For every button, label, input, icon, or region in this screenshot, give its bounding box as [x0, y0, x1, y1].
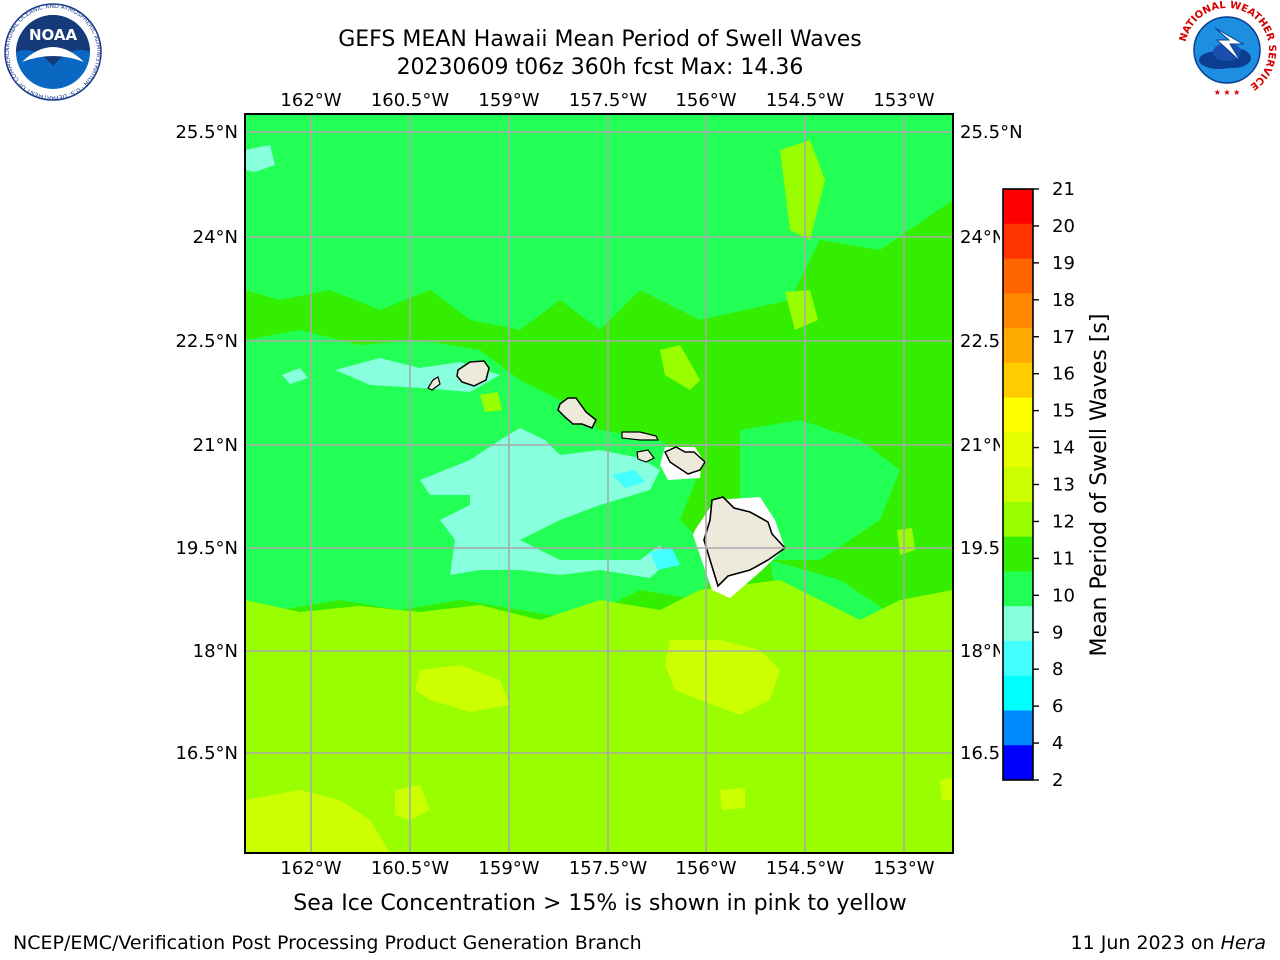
- colorbar-cell: [1003, 745, 1033, 781]
- colorbar-tick-label: 11: [1052, 548, 1075, 569]
- lon-label-top: 157.5°W: [569, 90, 648, 111]
- noaa-logo-text: NOAA: [29, 26, 78, 44]
- island-maui: [663, 446, 706, 475]
- lat-label-left: 24°N: [193, 227, 238, 248]
- lat-label-left: 19.5°N: [175, 538, 238, 559]
- colorbar-tick-label: 14: [1052, 438, 1075, 459]
- island-niihau: [427, 376, 441, 391]
- lon-label-bottom: 153°W: [873, 858, 934, 879]
- map-gridlines: [245, 114, 953, 853]
- lon-label-bottom: 156°W: [675, 858, 736, 879]
- lat-label-left: 21°N: [193, 435, 238, 456]
- colorbar-tick-label: 2: [1052, 770, 1063, 791]
- lat-label-left: 16.5°N: [175, 743, 238, 764]
- caption-text: Sea Ice Concentration > 15% is shown in …: [293, 891, 907, 916]
- island-lanai: [636, 449, 655, 463]
- lon-label-top: 159°W: [478, 90, 539, 111]
- colorbar-tick-label: 13: [1052, 475, 1075, 496]
- colorbar-tick-label: 9: [1052, 622, 1063, 643]
- lon-label-bottom: 157.5°W: [569, 858, 648, 879]
- island-oahu: [557, 397, 597, 429]
- svg-text:★ ★ ★: ★ ★ ★: [1214, 88, 1241, 97]
- colorbar-tick-label: 15: [1052, 401, 1075, 422]
- lat-label-left: 18°N: [193, 641, 238, 662]
- lat-label-left: 22.5°N: [175, 331, 238, 352]
- colorbar-tick-label: 17: [1052, 327, 1075, 348]
- swell-period-field: [245, 114, 953, 853]
- chart-title: GEFS MEAN Hawaii Mean Period of Swell Wa…: [338, 27, 862, 52]
- lon-label-top: 153°W: [873, 90, 934, 111]
- lat-label-right: 21°N: [960, 435, 1005, 456]
- footer-date-text: 11 Jun 2023 on: [1070, 932, 1221, 954]
- colorbar-tick-label: 16: [1052, 364, 1075, 385]
- lon-label-bottom: 162°W: [280, 858, 341, 879]
- colorbar-cell: [1003, 710, 1033, 746]
- colorbar-cell: [1003, 223, 1033, 260]
- island-kauai: [456, 360, 490, 387]
- colorbar-tick-label: 20: [1052, 216, 1075, 237]
- colorbar-tick-label: 8: [1052, 659, 1063, 680]
- colorbar-cell: [1003, 675, 1033, 711]
- colorbar-cell: [1003, 467, 1033, 503]
- colorbar-cell: [1003, 258, 1033, 294]
- island-molokai: [621, 431, 659, 441]
- noaa-logo: NATIONAL OCEANIC AND ATMOSPHERIC ADMINIS…: [2, 2, 102, 101]
- lon-label-top: 156°W: [675, 90, 736, 111]
- colorbar-cell: [1003, 328, 1033, 364]
- colorbar-cell: [1003, 536, 1033, 572]
- lat-label-right: 24°N: [960, 227, 1005, 248]
- lon-label-top: 160.5°W: [371, 90, 450, 111]
- colorbar-tick-label: 12: [1052, 511, 1075, 532]
- colorbar-cell: [1003, 397, 1033, 433]
- lon-label-bottom: 159°W: [478, 858, 539, 879]
- footer-machine: Hera: [1220, 932, 1266, 954]
- lon-label-bottom: 154.5°W: [766, 858, 845, 879]
- lon-label-top: 162°W: [280, 90, 341, 111]
- colorbar-cell: [1003, 293, 1033, 329]
- colorbar-label: Mean Period of Swell Waves [s]: [1087, 314, 1112, 657]
- lat-label-left: 25.5°N: [175, 122, 238, 143]
- colorbar-tick-label: 18: [1052, 290, 1075, 311]
- footer-credit: NCEP/EMC/Verification Post Processing Pr…: [13, 932, 642, 954]
- lat-label-right: 18°N: [960, 641, 1005, 662]
- nws-logo: NATIONAL WEATHER SERVICE ★ ★ ★: [1178, 0, 1277, 98]
- colorbar-cell: [1003, 362, 1033, 399]
- colorbar-cell: [1003, 189, 1033, 225]
- colorbar-cell: [1003, 501, 1033, 538]
- chart-subtitle: 20230609 t06z 360h fcst Max: 14.36: [396, 55, 804, 80]
- colorbar: [1003, 189, 1033, 781]
- map-frame: [244, 113, 954, 854]
- colorbar-tick-label: 6: [1052, 696, 1063, 717]
- caption: Sea Ice Concentration > 15% is shown in …: [0, 891, 1280, 916]
- colorbar-tick-label: 4: [1052, 733, 1063, 754]
- colorbar-tick-label: 19: [1052, 253, 1075, 274]
- colorbar-cell: [1003, 606, 1033, 642]
- colorbar-cell: [1003, 432, 1033, 468]
- colorbar-tick-label: 10: [1052, 585, 1075, 606]
- colorbar-tick-label: 21: [1052, 179, 1075, 200]
- lon-label-top: 154.5°W: [766, 90, 845, 111]
- lon-label-bottom: 160.5°W: [371, 858, 450, 879]
- colorbar-cell: [1003, 571, 1033, 607]
- lat-label-right: 25.5°N: [960, 122, 1023, 143]
- colorbar-cell: [1003, 640, 1033, 677]
- footer-date: 11 Jun 2023 on Hera: [1071, 932, 1266, 954]
